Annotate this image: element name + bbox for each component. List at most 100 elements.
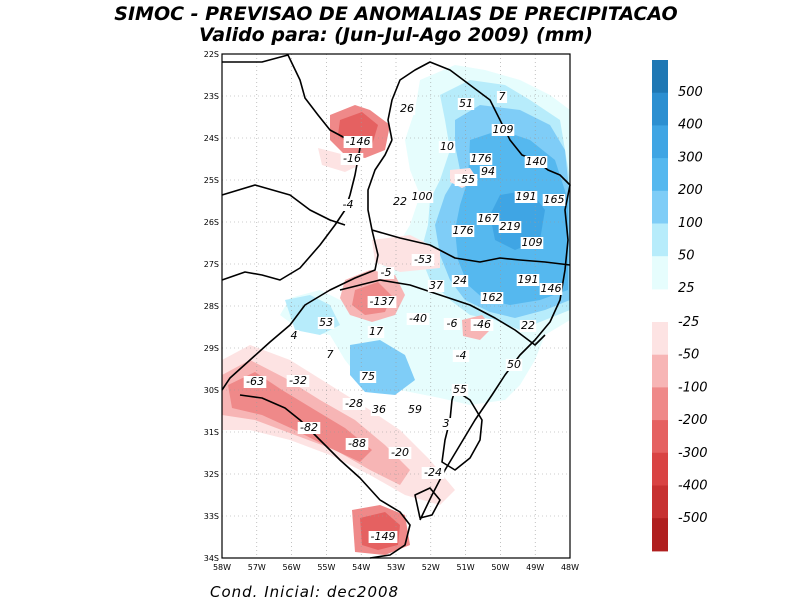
map-panel: 22S23S24S25S26S27S28S29S30S31S32S33S34S …	[204, 50, 579, 572]
value-label-bg	[406, 313, 430, 325]
initial-condition-label: Cond. Inicial: dec2008	[210, 583, 399, 601]
anomaly-value-label: -82	[300, 421, 318, 434]
anomaly-value-label: 75	[361, 370, 375, 383]
colorbar-label-positive: 500	[678, 85, 703, 100]
title-line-1: SIMOC - PREVISAO DE ANOMALIAS DE PRECIPI…	[114, 3, 677, 25]
lon-tick-label: 57W	[248, 563, 266, 572]
lat-tick-label: 31S	[204, 428, 219, 437]
anomaly-value-label: -6	[447, 317, 458, 330]
value-label-bg	[476, 213, 500, 225]
value-label-bg	[438, 141, 456, 153]
value-label-bg	[514, 191, 538, 203]
anomaly-value-label: 10	[440, 140, 454, 153]
value-label-bg	[542, 194, 566, 206]
colorbar-swatch-negative	[652, 322, 668, 356]
value-label-bg	[440, 418, 452, 430]
lat-tick-label: 23S	[204, 92, 219, 101]
border-parana-river	[367, 139, 393, 231]
anomaly-value-label: -63	[246, 375, 264, 388]
lagoon-mirim	[414, 487, 441, 519]
colorbar-swatch-positive	[652, 158, 668, 192]
value-label-bg	[324, 349, 336, 361]
colorbar-label-positive: 400	[678, 118, 703, 133]
longitude-labels: 58W 57W 56W 55W 54W 53W 52W 51W 50W 49W 48W	[213, 563, 579, 572]
value-label-bg	[411, 254, 435, 266]
value-label-bg	[457, 98, 475, 110]
value-label-bg	[451, 384, 469, 396]
lon-tick-label: 58W	[213, 563, 231, 572]
anomaly-value-label: -16	[343, 152, 361, 165]
anomaly-value-label: 109	[493, 123, 514, 136]
lat-tick-label: 24S	[204, 134, 219, 143]
lat-tick-label: 34S	[204, 554, 219, 563]
shade-negative-north-light	[318, 148, 360, 172]
value-label-bg	[288, 330, 300, 342]
anomaly-value-label: 7	[499, 90, 506, 103]
value-label-bg	[243, 376, 267, 388]
colorbar-label-positive: 100	[678, 216, 703, 231]
anomaly-value-label: -55	[457, 173, 475, 186]
value-label-bg	[452, 350, 470, 362]
value-label-bg	[368, 531, 398, 543]
lon-tick-label: 48W	[561, 563, 579, 572]
lat-tick-label: 32S	[204, 470, 219, 479]
value-label-bg	[340, 153, 364, 165]
colorbar-swatch-positive	[652, 60, 668, 94]
border-argentina-brazil	[221, 229, 379, 391]
colorbar-swatch-positive	[652, 256, 668, 290]
value-label-bg	[539, 283, 563, 295]
value-label-bg	[516, 274, 540, 286]
anomaly-value-label: 22	[521, 319, 535, 332]
value-label-bg	[359, 371, 377, 383]
anomaly-value-label: 51	[459, 97, 473, 110]
anomaly-value-label: 176	[453, 224, 474, 237]
colorbar-label-negative: -300	[678, 446, 708, 461]
colorbar-swatch-positive	[652, 190, 668, 224]
value-label-bg	[454, 174, 478, 186]
value-label-bg	[451, 275, 469, 287]
value-label-bg	[377, 267, 395, 279]
colorbar-swatch-negative	[652, 387, 668, 421]
anomaly-value-label: 165	[544, 193, 565, 206]
value-label-bg	[469, 153, 493, 165]
anomaly-value-label: -4	[456, 349, 467, 362]
value-label-bg	[470, 319, 494, 331]
colorbar: 500 400 300 200 100 50 25 -25 -50 -100 -200 -300 -40…	[652, 60, 708, 552]
anomaly-value-label: -28	[345, 397, 363, 410]
map-frame	[221, 53, 571, 559]
colorbar-label-negative: -100	[678, 380, 708, 395]
colorbar-label-positive: 200	[678, 183, 703, 198]
lat-tick-label: 27S	[204, 260, 219, 269]
colorbar-label-negative: -50	[678, 348, 699, 363]
border-rs-uruguay	[239, 394, 411, 559]
lon-tick-label: 51W	[457, 563, 475, 572]
anomaly-value-label: 17	[369, 325, 383, 338]
border-state-pr-sc	[371, 229, 571, 266]
colorbar-swatch-negative	[652, 485, 668, 519]
value-label-bg	[410, 191, 434, 203]
anomaly-value-label: -46	[473, 318, 491, 331]
anomaly-value-label: -53	[414, 253, 432, 266]
anomaly-value-label: 94	[481, 165, 495, 178]
value-label-bg	[520, 237, 544, 249]
value-label-bg	[370, 404, 388, 416]
anomaly-value-label: -20	[391, 446, 409, 459]
lat-tick-label: 29S	[204, 344, 219, 353]
anomaly-value-label: -24	[424, 466, 442, 479]
anomaly-value-label: 146	[541, 282, 562, 295]
lon-tick-label: 49W	[526, 563, 544, 572]
value-label-bg	[286, 375, 310, 387]
anomaly-value-label: 100	[412, 190, 433, 203]
anomaly-value-label: -88	[348, 437, 366, 450]
value-label-bg	[479, 166, 497, 178]
colorbar-label-negative: -25	[678, 315, 699, 330]
anomaly-value-label: -4	[343, 198, 354, 211]
lon-tick-label: 50W	[491, 563, 509, 572]
anomaly-value-label: 22	[393, 195, 407, 208]
border-state-sc-rs	[339, 279, 546, 346]
lat-tick-label: 26S	[204, 218, 219, 227]
anomaly-value-label: 162	[482, 291, 503, 304]
anomaly-value-labels: 26 51 7 109 -146 10 176 140 -16 94 -55 100 191 165 -4 2…	[243, 90, 566, 543]
anomaly-value-label: 109	[522, 236, 543, 249]
anomaly-value-label: 191	[518, 273, 539, 286]
